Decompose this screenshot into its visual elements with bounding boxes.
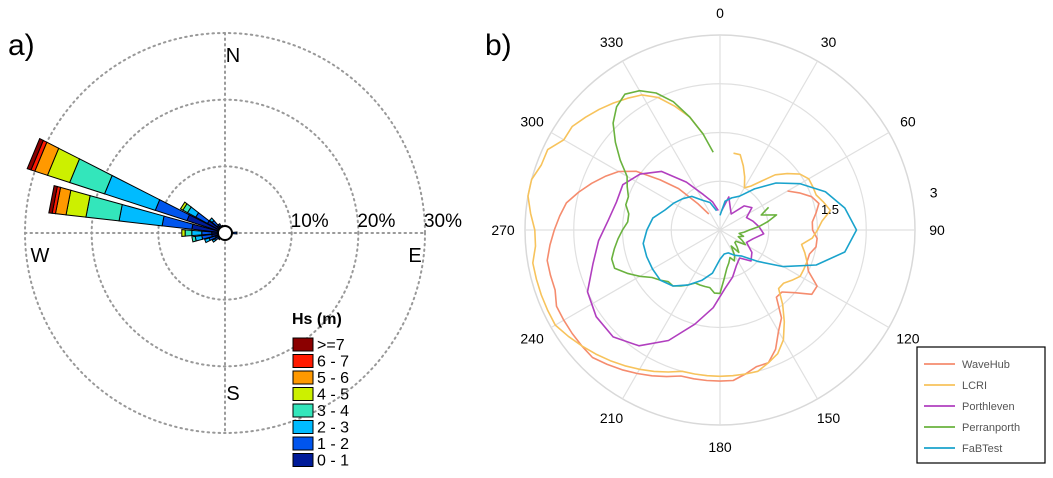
rose-radial-tick-label: 30% [424,211,462,232]
polar-series-perranporth [610,89,778,295]
polar-spoke [621,229,721,400]
rose-radial-tick-label: 20% [357,211,395,232]
rose-radial-tick-label: 10% [291,211,329,232]
rose-legend-items: >=76 - 75 - 64 - 53 - 42 - 31 - 20 - 1 [292,337,349,470]
polar-spoke [621,60,721,231]
polar-series-fabtest [642,182,858,287]
rose-wedge [48,184,58,214]
direction-south: S [226,383,239,405]
legend-label: 3 - 4 [317,403,349,420]
polar-legend-items: WaveHub LCRI Porthleven Perranporth FaBTest [924,359,1020,455]
legend-label: 4 - 5 [317,387,349,404]
panel-label-b: b) [485,29,512,62]
rose-wedge [26,137,44,171]
polar-legend-label: Porthleven [962,401,1015,413]
rose-wedge [203,237,211,244]
polar-theta-label: 0 [716,5,724,21]
polar-series-wavehub [546,170,820,382]
wind-rose-chart: a) 10% 20% 30% N E S W Hs (m) >=76 - 75 - … [8,29,462,470]
rose-center-calm [217,225,233,241]
legend-swatch [292,387,314,401]
rose-wedge [211,238,217,243]
direction-north: N [226,45,240,67]
polar-series-porthleven [586,170,765,347]
rose-wedge [179,201,188,211]
rose-wedge [181,229,186,237]
legend-swatch [292,420,314,434]
polar-theta-label: 270 [491,222,515,238]
direction-east: E [408,245,421,267]
legend-label: 6 - 7 [317,354,349,371]
rose-wedge [191,235,197,243]
legend-label: 5 - 6 [317,370,349,387]
polar-theta-label: 30 [821,34,837,50]
radial-tick-label: 1.5 [821,202,839,217]
polar-series-lcri [527,94,832,378]
polar-spoke [719,229,819,400]
direction-west: W [31,245,50,267]
polar-spoke [550,131,721,231]
polar-theta-label: 210 [600,410,624,426]
legend-title: Hs (m) [292,311,342,328]
polar-legend: WaveHub LCRI Porthleven Perranporth FaBTest [916,346,1046,464]
polar-theta-label: 3 [930,184,938,200]
polar-theta-labels: 0 30 60 3 90 120 150 180 210 240 270 300 330 [491,5,945,455]
polar-theta-label: 120 [896,331,920,347]
legend-swatch [292,403,314,418]
polar-theta-label: 180 [708,439,732,455]
rose-wedge [85,194,123,222]
legend-label: 2 - 3 [317,420,349,437]
polar-legend-label: WaveHub [962,359,1010,371]
polar-theta-label: 60 [900,114,916,130]
polar-legend-label: LCRI [962,380,987,392]
rose-legend: Hs (m) >=76 - 75 - 64 - 53 - 42 - 31 - 2… [292,311,349,470]
panel-label-a: a) [8,29,35,62]
legend-label: 1 - 2 [317,436,349,453]
rose-radial-labels: 10% 20% 30% [291,211,462,232]
polar-theta-label: 150 [817,410,841,426]
polar-theta-label: 90 [929,222,945,238]
polar-theta-label: 330 [600,34,624,50]
polar-spoke [550,229,721,329]
rose-petals [26,137,238,244]
legend-swatch [292,436,314,451]
legend-swatch [292,337,314,352]
polar-legend-label: FaBTest [962,443,1002,455]
polar-theta-label: 240 [520,331,544,347]
polar-legend-box [916,346,1046,464]
polar-series [527,89,858,382]
rose-wedge [184,229,193,237]
legend-label: 0 - 1 [317,453,349,470]
rose-wedge [191,229,203,237]
rose-wedge [232,231,238,235]
polar-legend-label: Perranporth [962,422,1020,434]
legend-swatch [292,370,314,385]
polar-theta-label: 300 [520,114,544,130]
legend-swatch [292,453,314,467]
polar-spoke [719,60,819,231]
legend-label: >=7 [317,337,345,354]
rose-wedge [208,217,215,224]
legend-swatch [292,354,314,368]
